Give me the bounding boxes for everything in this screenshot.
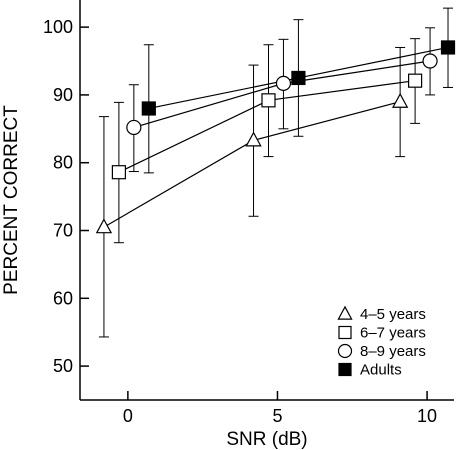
- legend-label: Adults: [360, 362, 402, 379]
- data-point: [291, 70, 306, 86]
- data-point: [261, 93, 276, 108]
- data-point: [245, 131, 262, 147]
- y-tick-label: 50: [53, 356, 73, 376]
- y-tick-label: 100: [43, 17, 73, 37]
- x-tick-label: 10: [417, 406, 437, 426]
- legend-label: 6–7 years: [360, 325, 426, 342]
- data-markers: [95, 40, 456, 234]
- y-axis-label: PERCENT CORRECT: [1, 105, 22, 295]
- data-point: [111, 165, 126, 180]
- legend-marker: [338, 325, 352, 340]
- data-point: [141, 101, 156, 116]
- series-line: [133, 60, 431, 129]
- series-lines: [103, 46, 449, 228]
- x-axis-label: SNR (dB): [226, 429, 307, 450]
- data-point: [275, 75, 292, 91]
- legend-marker: [337, 343, 353, 359]
- legend-marker: [338, 362, 352, 377]
- data-point: [440, 40, 456, 55]
- data-point: [391, 92, 409, 108]
- legend-marker: [337, 305, 353, 320]
- axis-ticks: 50 60 70 80 90 100 0 5 10: [43, 17, 437, 426]
- data-point: [408, 73, 423, 88]
- y-tick-label: 60: [53, 288, 73, 308]
- legend-label: 8–9 years: [360, 343, 426, 360]
- data-point: [126, 119, 142, 136]
- data-point: [95, 218, 113, 234]
- y-tick-label: 90: [53, 85, 73, 105]
- x-tick-label: 5: [272, 406, 282, 426]
- data-point: [422, 53, 438, 69]
- x-tick-label: 0: [123, 406, 133, 426]
- y-tick-label: 80: [53, 153, 73, 173]
- y-tick-label: 70: [53, 221, 73, 241]
- legend-label: 4–5 years: [360, 306, 426, 323]
- error-bars: [98, 7, 454, 338]
